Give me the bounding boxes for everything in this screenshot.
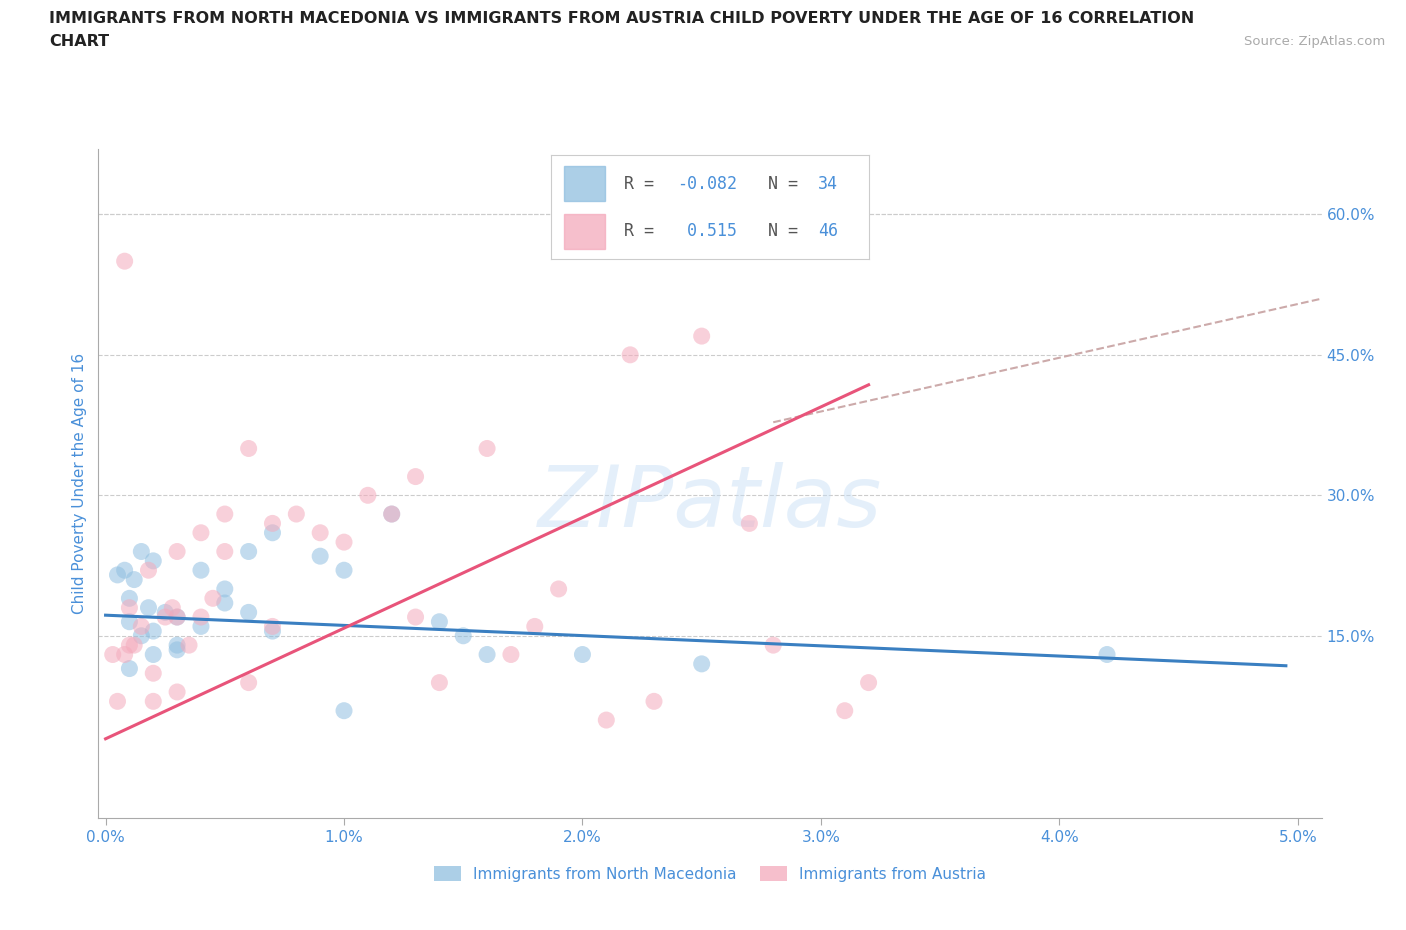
Point	[131, 544, 153, 559]
Point	[118, 615, 141, 630]
Point	[214, 507, 236, 522]
Point	[571, 647, 593, 662]
Point	[309, 549, 332, 564]
Point	[190, 609, 212, 624]
Point	[451, 629, 474, 644]
Point	[142, 647, 165, 662]
Point	[619, 348, 641, 363]
Point	[138, 563, 160, 578]
Point	[118, 591, 141, 605]
Point	[429, 615, 451, 630]
Text: Source: ZipAtlas.com: Source: ZipAtlas.com	[1244, 35, 1385, 48]
Point	[595, 712, 617, 727]
Point	[177, 638, 200, 653]
Point	[333, 535, 356, 550]
Point	[214, 544, 236, 559]
Point	[429, 675, 451, 690]
Point	[333, 703, 356, 718]
Point	[405, 469, 427, 484]
Point	[138, 600, 160, 615]
Point	[238, 675, 260, 690]
Point	[153, 604, 176, 619]
Point	[475, 647, 498, 662]
Point	[381, 507, 404, 522]
Point	[142, 694, 165, 709]
Point	[858, 675, 880, 690]
Point	[262, 525, 284, 540]
Point	[118, 661, 141, 676]
Point	[190, 619, 212, 634]
Point	[166, 544, 188, 559]
Point	[262, 619, 284, 634]
Point	[166, 684, 188, 699]
Point	[190, 563, 212, 578]
Point	[107, 567, 129, 582]
Point	[166, 643, 188, 658]
Point	[238, 604, 260, 619]
Point	[142, 666, 165, 681]
Text: IMMIGRANTS FROM NORTH MACEDONIA VS IMMIGRANTS FROM AUSTRIA CHILD POVERTY UNDER T: IMMIGRANTS FROM NORTH MACEDONIA VS IMMIG…	[49, 11, 1195, 26]
Point	[107, 694, 129, 709]
Point	[499, 647, 522, 662]
Point	[690, 328, 713, 343]
Point	[262, 624, 284, 639]
Point	[381, 507, 404, 522]
Point	[131, 619, 153, 634]
Point	[262, 516, 284, 531]
Point	[122, 638, 145, 653]
Point	[475, 441, 498, 456]
Point	[214, 581, 236, 596]
Point	[118, 638, 141, 653]
Point	[118, 600, 141, 615]
Text: CHART: CHART	[49, 34, 110, 49]
Point	[309, 525, 332, 540]
Point	[238, 441, 260, 456]
Point	[1095, 647, 1118, 662]
Legend: Immigrants from North Macedonia, Immigrants from Austria: Immigrants from North Macedonia, Immigra…	[427, 859, 993, 888]
Point	[405, 609, 427, 624]
Point	[547, 581, 569, 596]
Point	[101, 647, 124, 662]
Point	[523, 619, 546, 634]
Point	[166, 638, 188, 653]
Point	[762, 638, 785, 653]
Point	[114, 254, 136, 269]
Point	[643, 694, 665, 709]
Point	[357, 488, 380, 503]
Point	[201, 591, 224, 605]
Text: ZIPatlas: ZIPatlas	[538, 462, 882, 545]
Point	[162, 600, 184, 615]
Point	[142, 624, 165, 639]
Point	[285, 507, 308, 522]
Point	[690, 657, 713, 671]
Point	[142, 553, 165, 568]
Point	[166, 609, 188, 624]
Point	[214, 595, 236, 610]
Point	[834, 703, 856, 718]
Point	[333, 563, 356, 578]
Point	[190, 525, 212, 540]
Point	[131, 629, 153, 644]
Y-axis label: Child Poverty Under the Age of 16: Child Poverty Under the Age of 16	[72, 353, 87, 614]
Point	[166, 609, 188, 624]
Point	[153, 609, 176, 624]
Point	[122, 572, 145, 587]
Point	[738, 516, 761, 531]
Point	[114, 647, 136, 662]
Point	[238, 544, 260, 559]
Point	[114, 563, 136, 578]
